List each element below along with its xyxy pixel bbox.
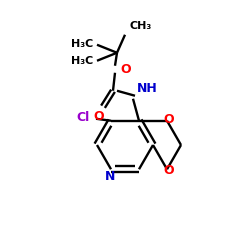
Text: O: O [94,110,104,123]
Text: CH₃: CH₃ [129,21,151,31]
Text: NH: NH [137,82,158,95]
Text: O: O [120,63,130,76]
Text: Cl: Cl [77,111,90,124]
Text: H₃C: H₃C [71,56,93,66]
Text: N: N [105,170,115,183]
Text: H₃C: H₃C [71,39,93,49]
Text: O: O [164,113,174,126]
Text: O: O [164,164,174,177]
